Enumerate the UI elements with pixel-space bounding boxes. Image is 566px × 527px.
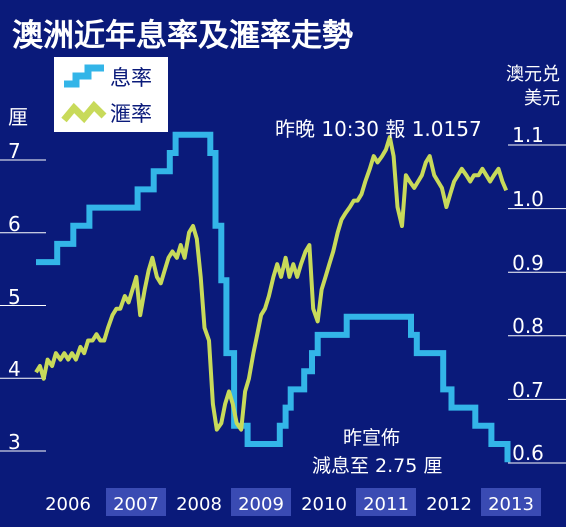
- x-tick: 2008: [176, 494, 222, 515]
- legend: 息率 滙率: [54, 57, 168, 132]
- right-tick: 0.8: [512, 314, 544, 338]
- interest-rate-line: [36, 131, 511, 463]
- legend-fx-label: 滙率: [110, 102, 152, 126]
- right-tick: 0.7: [512, 378, 544, 402]
- left-tick: 7: [8, 139, 21, 163]
- x-tick: 2007: [113, 494, 159, 515]
- grid-lines: [0, 144, 566, 464]
- x-tick: 2006: [45, 494, 91, 515]
- year-band: [356, 488, 416, 516]
- year-band: [481, 488, 541, 516]
- exchange-rate-line: [34, 135, 509, 432]
- x-axis-ticks: 2006 2007 2008 2009 2010 2011 2012 2013: [45, 488, 541, 516]
- x-tick: 2011: [363, 494, 409, 515]
- right-tick: 1.0: [512, 187, 544, 211]
- rate-line-layer: [36, 131, 511, 463]
- right-axis-label-line2: 美元: [524, 88, 560, 109]
- exchange-rate-annotation: 昨晚 10:30 報 1.0157: [275, 117, 482, 141]
- chart-title: 澳洲近年息率及滙率走勢: [12, 18, 353, 54]
- left-tick: 5: [8, 285, 21, 309]
- legend-box: [54, 57, 168, 132]
- year-band: [231, 488, 291, 516]
- right-axis-ticks: 1.1 1.0 0.9 0.8 0.7 0.6: [512, 123, 544, 465]
- x-tick: 2013: [488, 494, 534, 515]
- left-axis-label: 厘: [8, 105, 28, 129]
- left-tick: 4: [8, 357, 21, 381]
- right-axis-label-line1: 澳元兑: [506, 64, 560, 85]
- right-tick: 0.6: [512, 441, 544, 465]
- left-tick: 6: [8, 212, 21, 236]
- rate-cut-annotation-line1: 昨宣佈: [343, 427, 400, 449]
- rate-cut-annotation-line2: 減息至 2.75 厘: [312, 455, 442, 477]
- right-tick: 1.1: [512, 123, 544, 147]
- x-tick: 2009: [238, 494, 284, 515]
- legend-rate-label: 息率: [110, 66, 152, 90]
- x-tick: 2012: [426, 494, 472, 515]
- right-tick: 0.9: [512, 251, 544, 275]
- year-band: [106, 488, 166, 516]
- fx-line-layer: [34, 135, 509, 432]
- x-tick: 2010: [301, 494, 347, 515]
- legend-rate-swatch: [64, 64, 104, 88]
- left-tick: 3: [8, 430, 21, 454]
- left-axis-ticks: 7 6 5 4 3: [8, 139, 21, 454]
- legend-fx-swatch: [61, 100, 107, 124]
